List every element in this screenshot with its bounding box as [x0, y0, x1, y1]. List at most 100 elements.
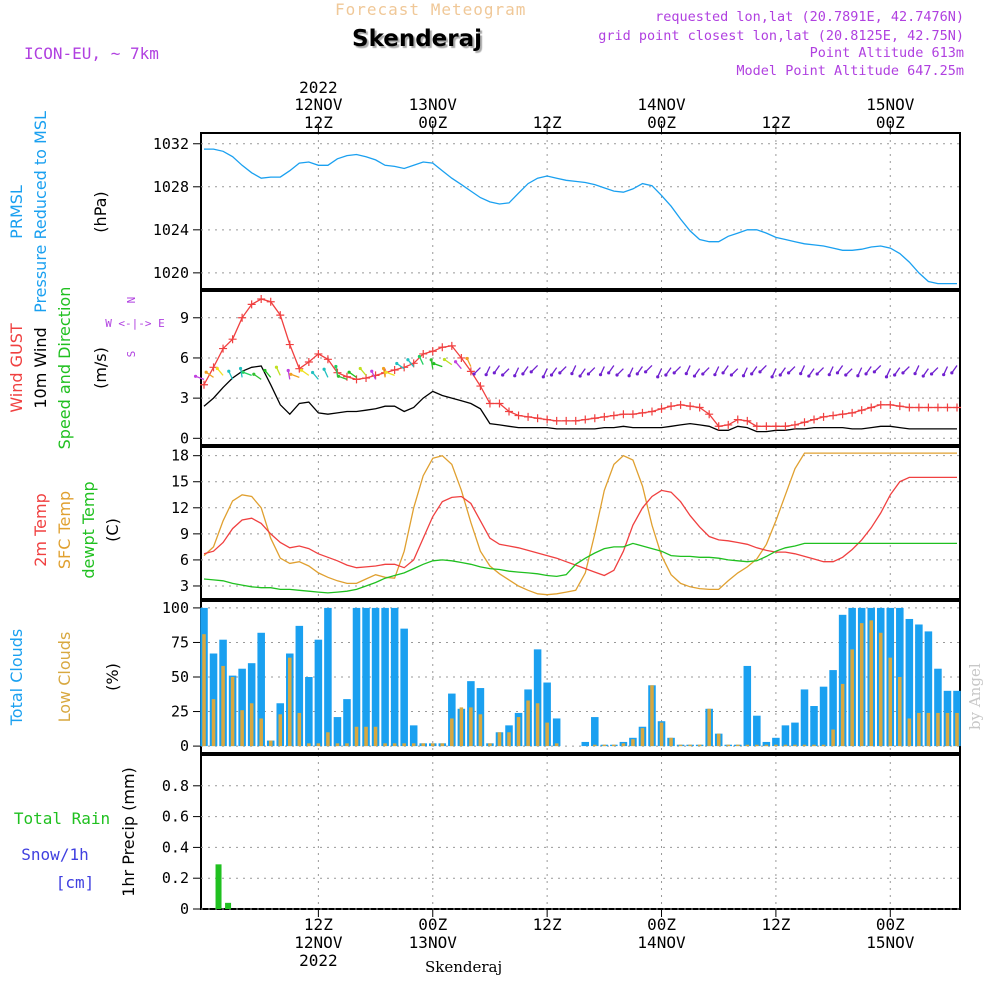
gust-marker	[600, 412, 609, 421]
compass-south: S	[125, 351, 138, 358]
total-cloud-bar	[362, 607, 370, 747]
low-cloud-bar	[230, 677, 235, 747]
wind-arrow-head	[929, 372, 934, 376]
low-cloud-bar	[726, 744, 731, 747]
ytick-label-temperature-0: 3	[180, 577, 189, 595]
gust-marker	[647, 407, 656, 416]
gust-marker	[638, 408, 647, 417]
low-cloud-bar	[421, 743, 425, 747]
total-cloud-bar	[543, 682, 551, 747]
wind-arrow-head	[358, 366, 362, 371]
total-cloud-bar	[305, 677, 313, 747]
wind-arrow-head	[672, 371, 676, 375]
wind-arrow-head	[786, 371, 791, 375]
gust-marker	[524, 412, 533, 421]
compass-north: N	[125, 297, 138, 304]
snow-unit-label: [cm]	[56, 873, 95, 892]
wind-arrow-head	[347, 370, 351, 374]
low-cloud-bar	[478, 714, 483, 747]
gust-marker	[238, 313, 247, 322]
bottom-axis-hour-2: 12Z	[533, 915, 562, 934]
wind-arrow-head	[299, 368, 304, 372]
low-cloud-bar	[440, 743, 445, 747]
rain-label: Total Rain	[14, 809, 110, 828]
top-axis-date-5: 15NOV	[866, 95, 915, 114]
total-cloud-bar	[333, 717, 342, 747]
low-cloud-bar	[249, 703, 254, 747]
pressure-line	[204, 148, 957, 285]
ytick-label-pressure-3: 1032	[153, 135, 189, 153]
wind-arrow-head	[893, 373, 897, 377]
gust-marker	[781, 422, 790, 431]
wind-arrow-head	[241, 370, 245, 374]
low-cloud-bar	[917, 712, 921, 747]
wind-arrow-head	[758, 370, 762, 374]
wind-arrow-head	[529, 370, 533, 374]
low-cloud-bar	[783, 744, 788, 747]
wind-arrow-head	[701, 372, 705, 376]
wind-arrow-head	[204, 370, 208, 374]
low-cloud-bar	[888, 657, 893, 747]
wind-arrow-head	[252, 372, 256, 376]
model-altitude: Model Point Altitude 647.25m	[736, 63, 964, 79]
wind-arrow-head	[549, 373, 554, 377]
wind-arrow-head	[844, 373, 848, 377]
wind-arrow-head	[721, 371, 725, 375]
gust-marker	[581, 415, 590, 424]
wind-arrow-head	[417, 354, 422, 359]
gust-marker	[953, 403, 961, 412]
gust-marker	[485, 399, 494, 408]
low-cloud-bar	[526, 700, 530, 747]
top-axis-hour-3: 00Z	[647, 113, 676, 132]
wind-arrow-head	[635, 372, 639, 376]
snow-label: Snow/1h	[21, 845, 88, 864]
gust-marker	[743, 416, 752, 425]
low-cloud-bar	[955, 712, 959, 747]
wind-arrow-head	[492, 371, 496, 375]
wind-arrow-head	[289, 372, 293, 376]
ytick-label-wind-2: 6	[180, 349, 189, 367]
total-clouds-ylabel: Total Clouds	[7, 629, 26, 727]
low-cloud-bar	[259, 718, 263, 747]
wind-arrow-head	[729, 373, 734, 377]
gust-marker	[933, 403, 942, 412]
total-cloud-bar	[409, 725, 418, 747]
ytick-label-pressure-2: 1028	[153, 178, 189, 196]
wind-arrow-head	[274, 365, 279, 369]
low-cloud-bar	[688, 744, 692, 747]
low-cloud-bar	[345, 743, 349, 747]
gust-marker	[724, 420, 733, 429]
low-cloud-bar	[793, 744, 797, 747]
wind-arrow-head	[484, 373, 488, 377]
gust-marker	[810, 415, 819, 424]
gust-marker	[438, 343, 447, 352]
gust-marker	[667, 402, 676, 411]
gust-marker	[876, 400, 885, 409]
total-cloud-bar	[762, 741, 771, 747]
ytick-label-pressure-1: 1024	[153, 221, 189, 239]
panel-frame-wind	[200, 290, 961, 446]
gust-marker	[857, 406, 866, 415]
low-cloud-bar	[430, 743, 435, 747]
temp-ylabel-unit: (C)	[103, 518, 122, 542]
total-cloud-bar	[915, 624, 923, 747]
wind-arrow-head	[238, 366, 243, 371]
low-cloud-bar	[878, 632, 883, 747]
wind-arrow-head	[501, 373, 505, 377]
low-cloud-bar	[764, 744, 769, 747]
low-cloud-bar	[697, 744, 702, 747]
total-cloud-bar	[533, 649, 542, 747]
bottom-axis-year-0: 2022	[299, 951, 338, 970]
wind-arrow-head	[664, 373, 668, 377]
low-cloud-bar	[297, 712, 302, 747]
gust-marker	[505, 407, 514, 416]
low-cloud-bar	[898, 677, 902, 747]
wind-arrow-head	[472, 372, 476, 376]
wind-arrow-head	[513, 374, 517, 378]
low-cloud-bar	[840, 683, 845, 747]
top-axis-hour-4: 12Z	[761, 113, 790, 132]
total-cloud-bar	[772, 737, 780, 747]
gust-marker	[848, 408, 857, 417]
wind-arrow-head	[384, 370, 388, 374]
bottom-axis-date-5: 15NOV	[866, 933, 915, 952]
